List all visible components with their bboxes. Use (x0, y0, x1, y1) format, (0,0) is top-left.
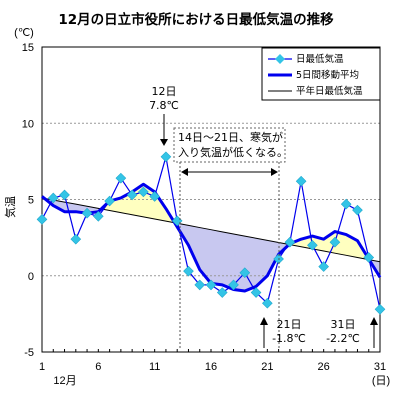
y-tick-label: 5 (28, 195, 34, 207)
data-point-daily (194, 279, 206, 291)
annotation-cold-line1: 14日～21日、寒気が (178, 130, 283, 144)
data-point-daily (138, 186, 149, 198)
data-point-daily (284, 236, 296, 248)
data-point-daily (307, 239, 318, 251)
fill-above-normal (101, 184, 175, 223)
y-axis-label: 気温 (3, 196, 17, 218)
legend-label-normal: 平年日最低気温 (296, 85, 363, 97)
chart-title: 12月の日立市役所における日最低気温の推移 (58, 11, 334, 28)
x-tick-label: 11 (149, 361, 160, 373)
legend-label-moving-average: 5日間移動平均 (296, 69, 359, 81)
data-point-daily (262, 297, 273, 309)
x-axis-unit: (日) (372, 375, 390, 387)
data-point-daily (374, 303, 386, 315)
x-ticks: 1 6 11 16 21 26 31 (39, 349, 386, 373)
data-point-daily (160, 151, 172, 163)
y-unit: (℃) (14, 27, 34, 39)
y-tick-label: 10 (22, 118, 34, 130)
data-point-daily (104, 195, 115, 207)
x-axis-label: 12月 (53, 375, 76, 387)
deviation-fills (42, 184, 380, 291)
data-point-daily (318, 261, 329, 272)
fill-below-normal (174, 222, 290, 291)
markers (36, 151, 386, 315)
data-point-daily (352, 204, 363, 216)
data-point-daily (340, 198, 352, 210)
grid (42, 122, 380, 277)
data-point-daily (329, 236, 341, 248)
legend: 日最低気温 5日間移動平均 平年日最低気温 (261, 47, 381, 101)
annotation-low1-arrowhead (260, 317, 268, 325)
annotation-peak-arrowhead (160, 139, 168, 146)
data-point-daily (149, 191, 160, 202)
x-tick-label: 6 (95, 361, 101, 373)
x-tick-label: 26 (318, 361, 330, 373)
data-point-daily (126, 189, 138, 201)
legend-label-daily: 日最低気温 (296, 53, 344, 65)
data-point-daily (363, 252, 375, 263)
series-normal-line (41, 197, 381, 263)
y-tick-label: 15 (22, 42, 34, 54)
y-tick-label: 0 (28, 271, 34, 283)
data-point-daily (228, 279, 239, 291)
data-point-daily (81, 207, 93, 219)
data-point-daily (59, 189, 70, 201)
data-point-daily (183, 265, 194, 277)
annotation-peak-day: 12日 (152, 85, 177, 98)
y-ticks: 15 10 5 0 -5 (22, 42, 34, 359)
x-tick-label: 1 (39, 361, 45, 373)
annotation-low2-day: 31日 (331, 318, 356, 331)
annotation-low1-value: -1.8℃ (272, 332, 306, 345)
data-point-daily (239, 267, 251, 279)
annotation-range-arrowhead-right (271, 168, 278, 176)
data-point-daily (36, 214, 48, 225)
data-point-daily (93, 210, 104, 222)
data-point-daily (216, 287, 228, 298)
annotations: 12日 7.8℃ 14日～21日、寒気が 入り気温が低くなる。 21日 -1.8… (149, 85, 378, 350)
y-axis-label-group: 気温 (3, 196, 17, 218)
data-point-daily (47, 192, 59, 204)
data-point-daily (205, 279, 217, 291)
annotation-low2-arrowhead (370, 317, 378, 325)
annotation-peak-value: 7.8℃ (149, 99, 179, 112)
annotation-low1-day: 21日 (277, 318, 302, 331)
annotation-cold-line2: 入り気温が低くなる。 (178, 145, 288, 159)
x-tick-label: 16 (205, 361, 217, 373)
annotation-cold-box (173, 127, 286, 163)
fill-above-normal (289, 231, 370, 260)
x-tick-label: 31 (374, 361, 386, 373)
x-tick-label: 21 (261, 361, 273, 373)
data-point-daily (115, 172, 127, 184)
y-tick-label: -5 (24, 347, 34, 359)
data-point-daily (70, 233, 82, 245)
annotation-low2-value: -2.2℃ (326, 332, 360, 345)
data-point-daily (250, 287, 262, 298)
annotation-range-arrowhead-left (181, 168, 188, 176)
data-point-daily (295, 175, 307, 187)
